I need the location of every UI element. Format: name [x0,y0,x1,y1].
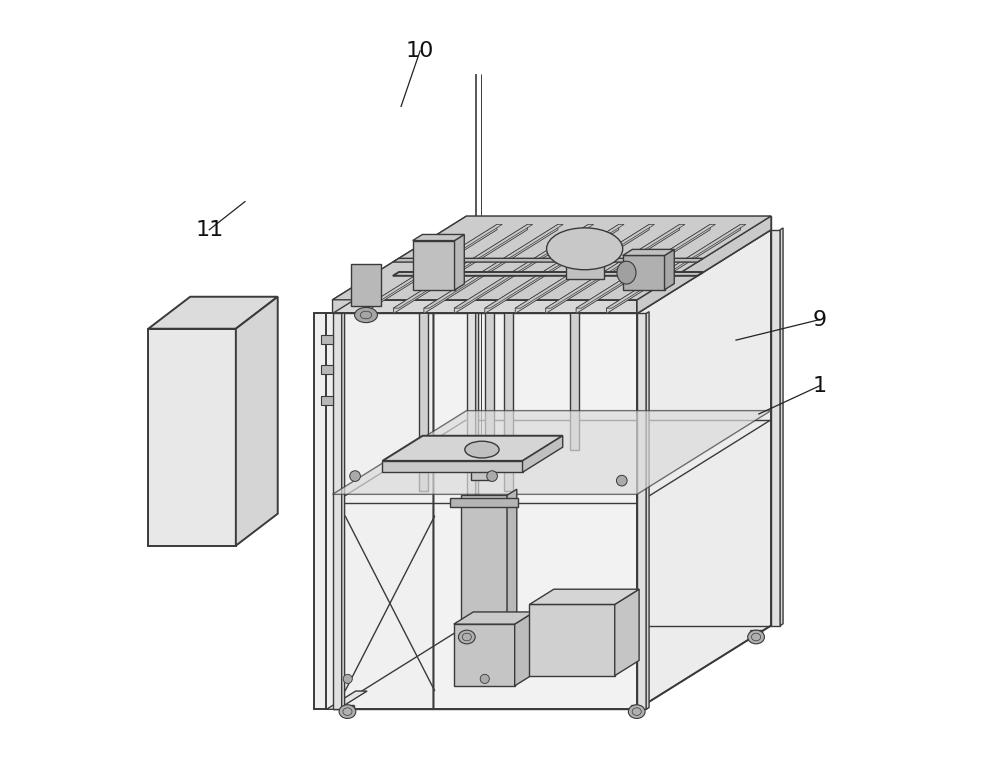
Polygon shape [413,241,455,290]
Polygon shape [607,225,741,313]
Polygon shape [467,230,476,626]
Ellipse shape [355,307,377,322]
Ellipse shape [458,630,475,644]
Polygon shape [393,258,703,262]
Polygon shape [314,313,336,709]
Circle shape [616,475,627,486]
Polygon shape [780,228,783,626]
Polygon shape [570,261,579,450]
Polygon shape [623,249,674,255]
Text: 9: 9 [813,309,827,329]
Polygon shape [485,225,619,313]
Polygon shape [615,589,639,675]
Polygon shape [637,230,771,709]
Polygon shape [326,691,367,709]
Polygon shape [393,225,533,308]
Polygon shape [236,296,278,545]
Polygon shape [419,301,428,491]
Circle shape [480,675,489,684]
Text: 10: 10 [406,40,434,61]
Ellipse shape [465,442,499,458]
Polygon shape [515,612,534,686]
Polygon shape [424,225,558,313]
Polygon shape [566,249,604,279]
Polygon shape [333,216,771,299]
Polygon shape [333,299,637,313]
Polygon shape [321,365,333,374]
Circle shape [343,675,352,684]
Polygon shape [424,225,563,308]
Polygon shape [454,225,594,308]
Polygon shape [471,457,493,480]
Polygon shape [529,589,639,604]
Polygon shape [507,489,517,671]
Polygon shape [321,396,333,405]
Polygon shape [148,329,236,545]
Polygon shape [342,312,345,709]
Polygon shape [413,235,464,241]
Polygon shape [467,216,771,230]
Polygon shape [326,313,338,709]
Polygon shape [454,612,534,624]
Polygon shape [546,225,680,313]
Polygon shape [333,313,433,709]
Polygon shape [607,225,746,308]
Polygon shape [382,435,563,461]
Polygon shape [485,225,624,308]
Ellipse shape [748,630,764,644]
Polygon shape [333,410,771,494]
Polygon shape [485,261,494,450]
Ellipse shape [628,704,645,718]
Ellipse shape [547,228,623,270]
Polygon shape [333,313,342,709]
Polygon shape [504,301,513,491]
Polygon shape [455,235,464,290]
Text: 1: 1 [813,376,827,396]
Text: 11: 11 [195,220,223,240]
Polygon shape [461,495,507,671]
Polygon shape [148,296,278,329]
Polygon shape [382,461,523,472]
Polygon shape [529,604,615,675]
Polygon shape [363,225,502,308]
Polygon shape [321,335,333,344]
Circle shape [487,471,497,481]
Polygon shape [771,230,780,626]
Polygon shape [433,313,637,709]
Polygon shape [646,312,649,709]
Polygon shape [363,225,497,313]
Polygon shape [515,225,649,313]
Polygon shape [637,313,646,709]
Polygon shape [637,216,771,313]
Polygon shape [450,497,518,507]
Polygon shape [476,228,479,626]
Polygon shape [546,225,685,308]
Circle shape [350,471,360,481]
Ellipse shape [339,704,356,718]
Polygon shape [576,225,710,313]
Polygon shape [623,255,665,290]
Ellipse shape [617,261,636,284]
Polygon shape [333,216,467,313]
Polygon shape [393,225,527,313]
Polygon shape [515,225,655,308]
Polygon shape [523,435,563,472]
Polygon shape [393,272,703,276]
Polygon shape [576,225,715,308]
Polygon shape [351,264,381,306]
Polygon shape [665,249,674,290]
Polygon shape [454,624,515,686]
Polygon shape [454,225,588,313]
